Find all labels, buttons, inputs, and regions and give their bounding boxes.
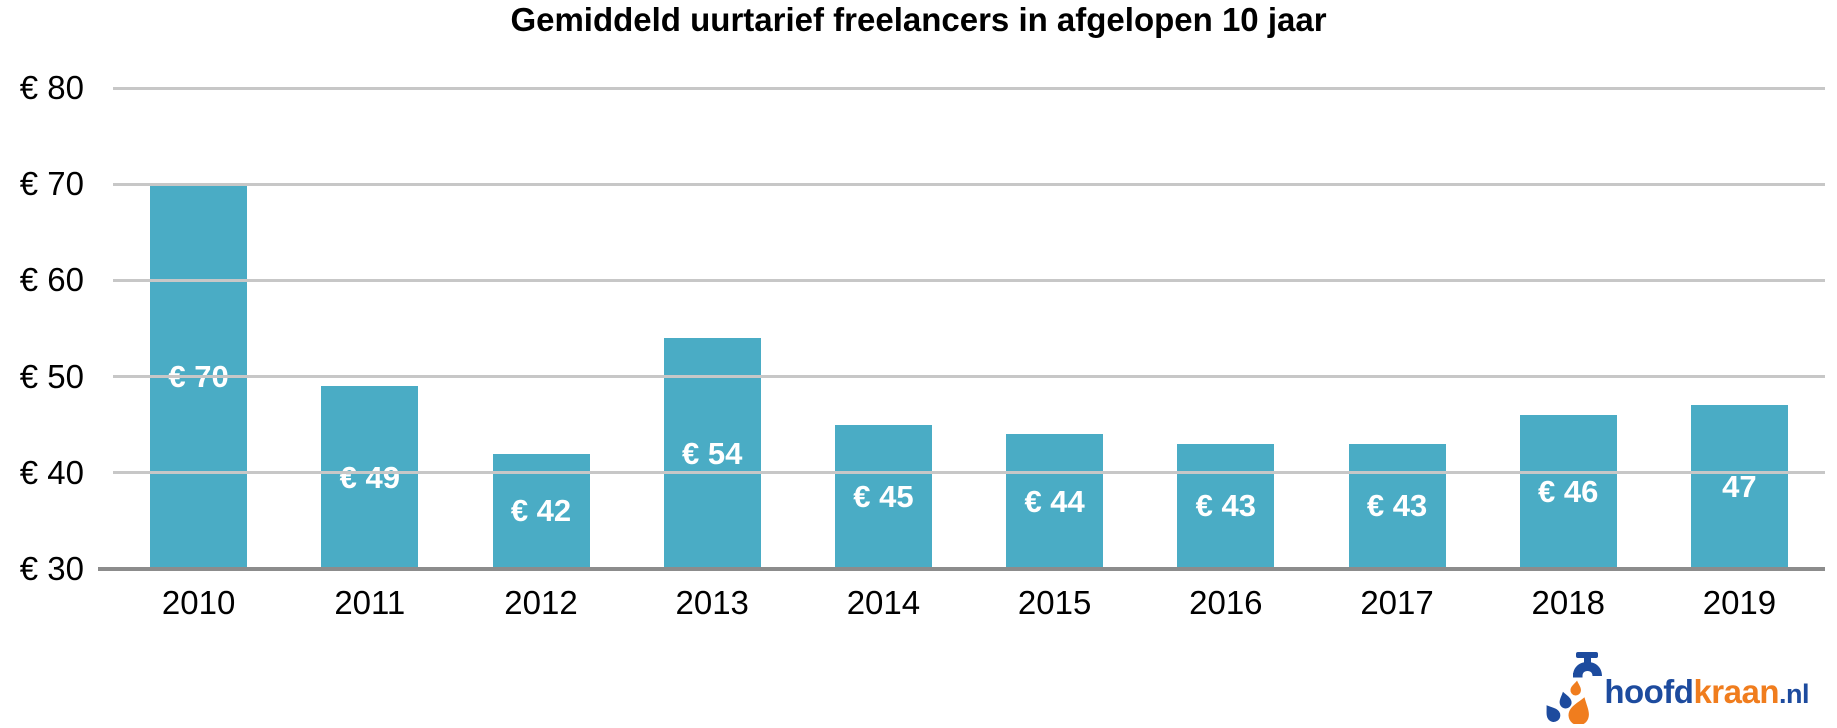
bar-value-label: € 43 [1366,488,1428,524]
bar-slot: 47 [1654,88,1825,569]
bar-slot: € 42 [455,88,626,569]
x-axis-line [98,567,1825,571]
bar-value-label: € 43 [1195,488,1256,524]
x-tick-label: 2013 [675,584,749,621]
bar-2019: 47 [1690,405,1788,569]
plot-area: € 70 € 49 € 42 € 54 € 45 € 44 € 43 € 43 € 46 47 [98,86,1825,571]
bar-slot: € 54 [627,88,798,569]
bars-row: € 70 € 49 € 42 € 54 € 45 € 44 € 43 € 43 € 46 47 [113,88,1825,569]
chart-title: Gemiddeld uurtarief freelancers in afgel… [510,1,1327,38]
bar-value-label: € 45 [853,478,914,514]
logo-text-kraan: kraan [1693,673,1779,710]
x-tick-label: 2011 [334,584,406,621]
bar-value-label: € 46 [1538,474,1599,510]
y-tick-label: € 70 [19,165,84,203]
gridline [113,375,1825,379]
gridline [113,278,1825,282]
logo-text-nl: .nl [1779,679,1810,709]
y-tick-label: € 30 [19,550,84,587]
bar-slot: € 45 [798,88,969,569]
y-tick-label: € 40 [19,453,84,491]
bar-2014: € 45 [834,424,932,569]
bar-2011: € 49 [321,386,419,569]
logo-text: hoofdkraan.nl [1604,675,1809,724]
x-tick-label: 2015 [1017,584,1092,621]
x-tick-label: 2018 [1531,584,1605,621]
y-tick-label: € 50 [19,357,84,395]
bar-value-label: € 49 [339,459,400,495]
gridline [113,86,1825,90]
bar-value-label: € 42 [510,493,572,529]
bar-slot: € 44 [969,88,1140,569]
bar-2016: € 43 [1177,443,1275,569]
faucet-drops-icon [1542,652,1603,724]
x-axis-labels: 2010 2011 2012 2013 2014 2015 2016 2017 2018 2019 [113,584,1825,622]
bar-value-label: € 44 [1024,483,1085,519]
x-tick-label: 2017 [1360,584,1434,621]
bar-2013: € 54 [663,338,761,569]
gridline [113,471,1825,475]
bar-2017: € 43 [1348,443,1446,569]
bar-slot: € 43 [1311,88,1482,569]
x-tick-label: 2016 [1189,584,1263,621]
bar-value-label: € 54 [682,435,743,471]
y-tick-label: € 60 [19,261,84,299]
bar-value-label: 47 [1722,469,1757,505]
x-tick-label: 2014 [846,584,921,621]
bar-slot: € 49 [284,88,455,569]
logo-text-hoofd: hoofd [1604,673,1694,710]
y-axis-labels: € 80 € 70 € 60 € 50 € 40 € 30 [0,69,84,587]
y-tick-label: € 80 [19,69,84,106]
hoofdkraan-logo: hoofdkraan.nl [1542,650,1810,724]
x-tick-label: 2010 [161,584,236,621]
bar-2015: € 44 [1006,434,1104,569]
bar-2018: € 46 [1519,415,1617,569]
x-tick-label: 2012 [504,584,578,621]
bar-slot: € 70 [113,88,284,569]
x-tick-label: 2019 [1702,584,1777,621]
gridline [113,182,1825,186]
bar-slot: € 43 [1140,88,1311,569]
bar-slot: € 46 [1483,88,1654,569]
